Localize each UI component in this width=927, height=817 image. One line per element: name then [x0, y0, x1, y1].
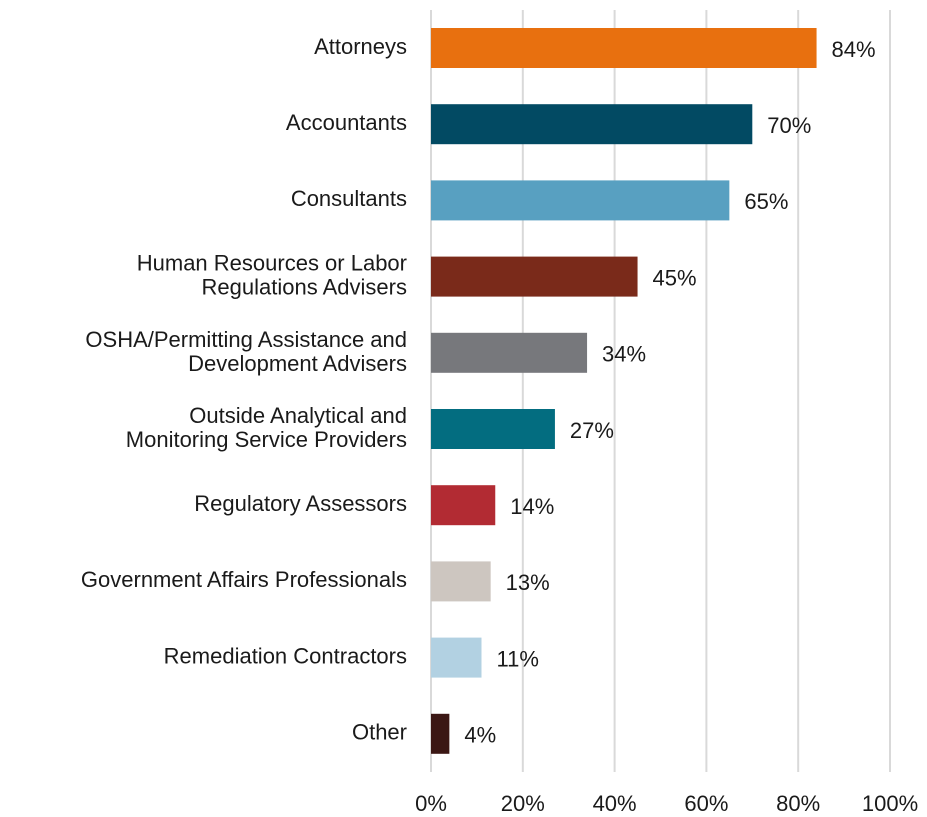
- bar: [431, 256, 638, 297]
- x-tick-label: 40%: [593, 791, 637, 816]
- category-label: Consultants: [291, 186, 407, 211]
- value-label: 13%: [506, 570, 550, 595]
- value-label: 84%: [832, 37, 876, 62]
- x-tick-label: 80%: [776, 791, 820, 816]
- bar: [431, 180, 730, 221]
- value-label: 70%: [767, 113, 811, 138]
- value-label: 45%: [653, 265, 697, 290]
- bar: [431, 332, 588, 373]
- bar: [431, 637, 482, 678]
- bar: [431, 485, 496, 526]
- category-label: OSHA/Permitting Assistance and Developmen…: [85, 327, 407, 376]
- category-label: Human Resources or Labor Regulations Advi…: [137, 250, 407, 299]
- category-label: Accountants: [286, 110, 407, 135]
- x-tick-label: 0%: [415, 791, 447, 816]
- category-label: Government Affairs Professionals: [81, 567, 407, 592]
- bar: [431, 28, 817, 68]
- category-label: Remediation Contractors: [164, 643, 407, 668]
- x-tick-label: 20%: [501, 791, 545, 816]
- category-label: Other: [352, 720, 407, 745]
- category-label: Outside Analytical and Monitoring Service…: [126, 403, 407, 452]
- x-tick-label: 60%: [684, 791, 728, 816]
- bar: [431, 104, 753, 145]
- category-label: Attorneys: [314, 34, 407, 59]
- value-label: 27%: [570, 418, 614, 443]
- category-label: Regulatory Assessors: [194, 491, 407, 516]
- bar: [431, 409, 555, 449]
- bar: [431, 561, 491, 602]
- x-tick-label: 100%: [862, 791, 918, 816]
- value-label: 14%: [510, 494, 554, 519]
- bar: [431, 713, 450, 754]
- value-label: 34%: [602, 342, 646, 367]
- value-label: 11%: [496, 646, 538, 671]
- value-label: 65%: [744, 189, 788, 214]
- value-label: 4%: [464, 723, 496, 748]
